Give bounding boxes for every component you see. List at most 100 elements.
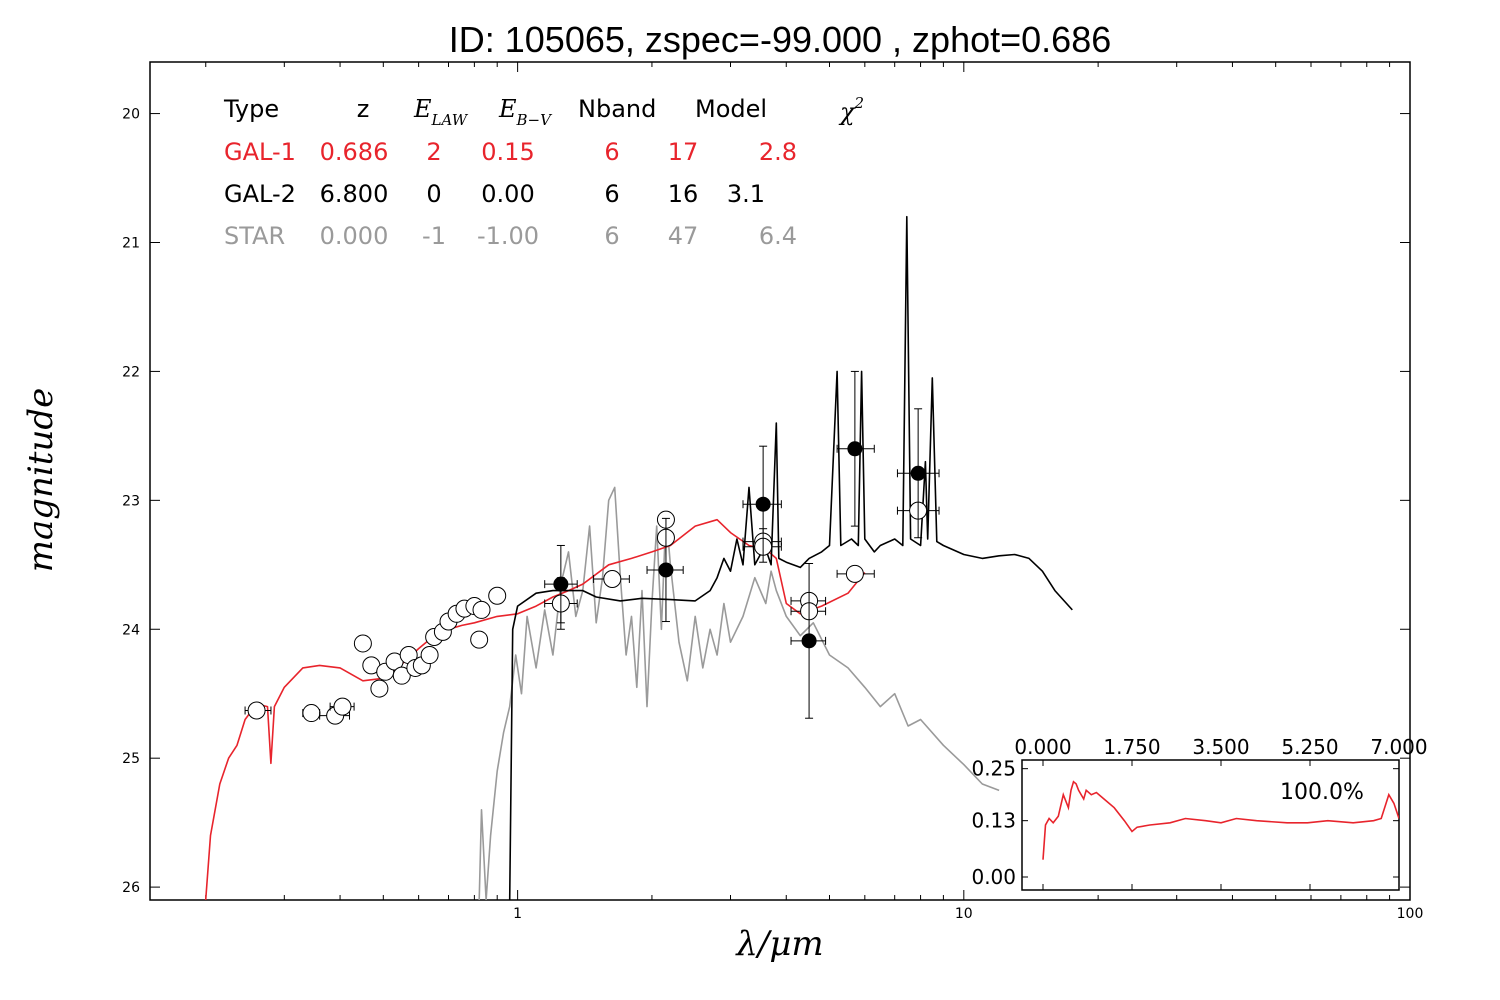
- observed-point-marker: [392, 666, 411, 685]
- table-cell-nband: 6: [604, 180, 619, 208]
- observed-point-marker: [472, 600, 491, 619]
- observed-point: [790, 602, 827, 621]
- fit-results-table: Type z ELAW EB−V Nband Model χ2 GAL-1 0.6…: [223, 94, 864, 250]
- observed-point: [329, 697, 355, 716]
- inset-x-tick-label: 5.250: [1281, 735, 1338, 759]
- y-axis-label: magnitude: [21, 388, 61, 573]
- observed-point-marker: [247, 701, 266, 720]
- observed-point: [742, 537, 782, 556]
- table-cell-elaw: 2: [426, 138, 441, 166]
- inset-x-tick-label: 0.000: [1014, 735, 1071, 759]
- observed-point: [244, 701, 272, 720]
- table-cell-z: 0.000: [320, 222, 389, 250]
- chart-title: ID: 105065, zspec=-99.000 , zphot=0.686: [449, 19, 1111, 60]
- table-cell-ebv: -1.00: [477, 222, 539, 250]
- fit-point-marker: [801, 633, 817, 649]
- model-spectra: [204, 215, 1073, 900]
- y-tick-label: 25: [122, 751, 140, 767]
- fit-point: [646, 517, 684, 623]
- model-gal2-line: [508, 215, 1073, 900]
- fit-point: [896, 408, 940, 539]
- table-cell-chi2: 3.1: [727, 180, 765, 208]
- table-cell-type: GAL-1: [224, 138, 296, 166]
- observed-point-marker: [420, 646, 439, 665]
- observed-point: [392, 666, 411, 685]
- table-cell-type: STAR: [224, 222, 285, 250]
- observed-point-marker: [333, 697, 352, 716]
- table-cell-chi2: 6.4: [759, 222, 797, 250]
- table-cell-ebv: 0.00: [481, 180, 534, 208]
- table-header-type: Type: [223, 95, 279, 123]
- observed-point: [836, 564, 875, 583]
- inset-frame: [1021, 759, 1400, 891]
- observed-point-marker: [370, 679, 389, 698]
- fit-point-marker: [755, 496, 771, 512]
- fit-point: [790, 563, 827, 719]
- observed-point-marker: [603, 569, 622, 588]
- table-cell-model: 16: [668, 180, 699, 208]
- inset-x-tick-label: 7.000: [1370, 735, 1427, 759]
- y-tick-label: 23: [122, 493, 140, 509]
- model-gal1-line: [204, 518, 866, 900]
- table-cell-elaw: -1: [422, 222, 446, 250]
- table-header-ebv: EB−V: [498, 95, 553, 129]
- inset-pdf-path: [1042, 780, 1399, 860]
- inset-y-tick-label: 0.00: [971, 865, 1016, 889]
- table-cell-model: 17: [668, 138, 699, 166]
- observed-point-marker: [302, 704, 321, 723]
- plot-frame: [149, 61, 1411, 901]
- pdf-inset: 0.000 1.750 3.500 5.250 7.000 0.00 0.13 0.25 10…: [971, 735, 1428, 891]
- table-header-nband: Nband: [578, 95, 656, 123]
- table-cell-elaw: 0: [426, 180, 441, 208]
- fit-point-marker: [553, 576, 569, 592]
- observed-point: [353, 634, 372, 653]
- observed-point: [472, 600, 491, 619]
- table-header-chi2: χ2: [838, 94, 864, 126]
- observed-point-marker: [845, 564, 864, 583]
- inset-pdf-line: [1042, 780, 1399, 860]
- table-cell-ebv: 0.15: [481, 138, 534, 166]
- inset-annotation: 100.0%: [1280, 780, 1364, 805]
- observed-point-marker: [470, 630, 489, 649]
- observed-point: [362, 656, 381, 675]
- table-cell-nband: 6: [604, 222, 619, 250]
- observed-point-marker: [353, 634, 372, 653]
- table-cell-z: 0.686: [320, 138, 389, 166]
- observed-point: [370, 679, 389, 698]
- observed-point-marker: [488, 586, 507, 605]
- table-header-model: Model: [695, 95, 767, 123]
- table-cell-chi2: 2.8: [759, 138, 797, 166]
- observed-point: [593, 569, 630, 588]
- table-header-elaw: ELAW: [413, 95, 469, 129]
- y-tick-label: 20: [122, 107, 140, 123]
- model-star-line: [478, 486, 1000, 900]
- x-tick-label: 100: [1397, 906, 1424, 922]
- observed-point: [420, 646, 439, 665]
- table-cell-z: 6.800: [320, 180, 389, 208]
- x-tick-label: 1: [513, 906, 522, 922]
- y-tick-label: 22: [122, 364, 140, 380]
- inset-y-tick-label: 0.13: [971, 809, 1016, 833]
- table-header-z: z: [357, 95, 370, 123]
- table-cell-type: GAL-2: [224, 180, 296, 208]
- inset-ticks: 0.000 1.750 3.500 5.250 7.000 0.00 0.13 0.25: [971, 735, 1428, 890]
- inset-x-tick-label: 1.750: [1103, 735, 1160, 759]
- x-tick-label: 10: [955, 906, 973, 922]
- observed-point: [302, 704, 321, 723]
- y-tick-label: 26: [122, 880, 140, 896]
- inset-y-tick-label: 0.25: [971, 757, 1016, 781]
- table-cell-model: 47: [668, 222, 699, 250]
- y-tick-label: 24: [122, 622, 140, 638]
- x-axis-label: λ/μm: [734, 924, 823, 964]
- fit-point-marker: [910, 465, 926, 481]
- inset-x-tick-label: 3.500: [1192, 735, 1249, 759]
- observed-point: [385, 652, 404, 671]
- table-cell-nband: 6: [604, 138, 619, 166]
- fit-point-marker: [847, 441, 863, 457]
- fit-point: [742, 445, 782, 563]
- fit-point: [544, 544, 578, 624]
- photometry-points: [244, 370, 940, 725]
- observed-point: [488, 586, 507, 605]
